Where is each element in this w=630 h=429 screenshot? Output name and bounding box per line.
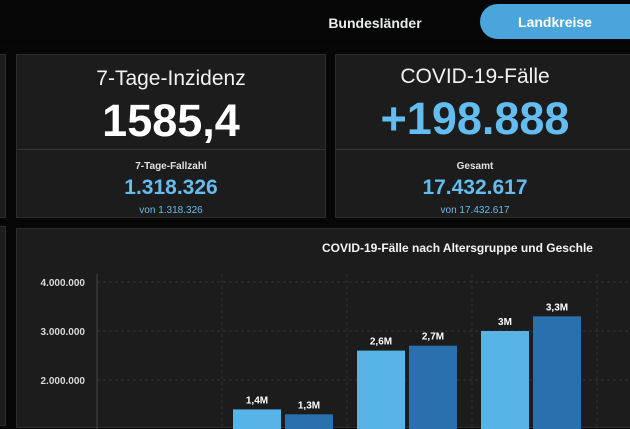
- bar: [285, 414, 333, 429]
- bar-value-label: 1,3M: [298, 400, 320, 411]
- cases-title: COVID-19-Fälle: [400, 65, 550, 88]
- bar: [533, 316, 581, 429]
- incidence-card: 7-Tage-Inzidenz 1585,4 7-Tage-Fallzahl 1…: [16, 54, 326, 218]
- left-panel-edge: [0, 54, 6, 218]
- region-tab-bar: Bundesländer Landkreise: [0, 0, 630, 44]
- left-panel-edge-lower: [0, 226, 6, 426]
- bar-value-label: 2,7M: [422, 332, 444, 343]
- bar-value-label: 3,3M: [546, 302, 568, 313]
- cases-total-label: Gesamt: [456, 161, 494, 172]
- incidence-case-count-label: 7-Tage-Fallzahl: [135, 161, 207, 172]
- tab-landkreise[interactable]: Landkreise: [480, 4, 630, 39]
- bar-value-label: 1,4M: [246, 395, 268, 406]
- incidence-value: 1585,4: [102, 95, 240, 146]
- incidence-title: 7-Tage-Inzidenz: [96, 67, 246, 90]
- incidence-case-count-value: 1.318.326: [124, 176, 218, 199]
- cases-total-note: von 17.432.617: [440, 205, 510, 216]
- tab-bundeslaender[interactable]: Bundesländer: [328, 15, 422, 31]
- incidence-divider: [17, 149, 325, 150]
- cases-divider: [336, 149, 630, 150]
- cases-value: +198.888: [380, 93, 570, 144]
- chart-title: COVID-19-Fälle nach Altersgruppe und Ges…: [322, 241, 593, 255]
- y-tick-label: 3.000.000: [41, 327, 86, 338]
- incidence-case-count-note: von 1.318.326: [139, 205, 203, 216]
- cases-card: COVID-19-Fälle +198.888 Gesamt 17.432.61…: [335, 54, 630, 218]
- bar-value-label: 3M: [498, 317, 512, 328]
- age-group-chart-card: COVID-19-Fälle nach Altersgruppe und Ges…: [16, 228, 630, 429]
- bar-value-label: 2,6M: [370, 337, 392, 348]
- bar: [357, 350, 405, 429]
- age-group-bar-chart: 4.000.000 3.000.000 2.000.000 1,4M 2,6M 3M 1,3…: [41, 274, 630, 429]
- bar: [409, 345, 457, 429]
- y-tick-label: 4.000.000: [41, 278, 86, 289]
- cases-total-value: 17.432.617: [422, 176, 528, 199]
- y-tick-label: 2.000.000: [41, 376, 86, 387]
- bar: [481, 331, 529, 429]
- bar: [233, 409, 281, 429]
